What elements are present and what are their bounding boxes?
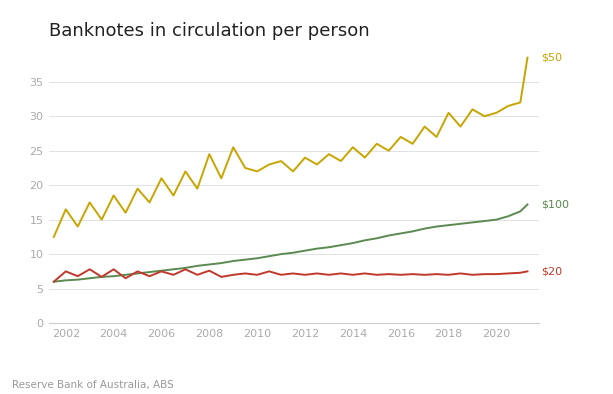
Text: Banknotes in circulation per person: Banknotes in circulation per person <box>49 22 370 40</box>
Text: Reserve Bank of Australia, ABS: Reserve Bank of Australia, ABS <box>12 380 174 390</box>
Text: $100: $100 <box>541 199 569 210</box>
Text: $20: $20 <box>541 266 562 276</box>
Text: $50: $50 <box>541 53 562 63</box>
